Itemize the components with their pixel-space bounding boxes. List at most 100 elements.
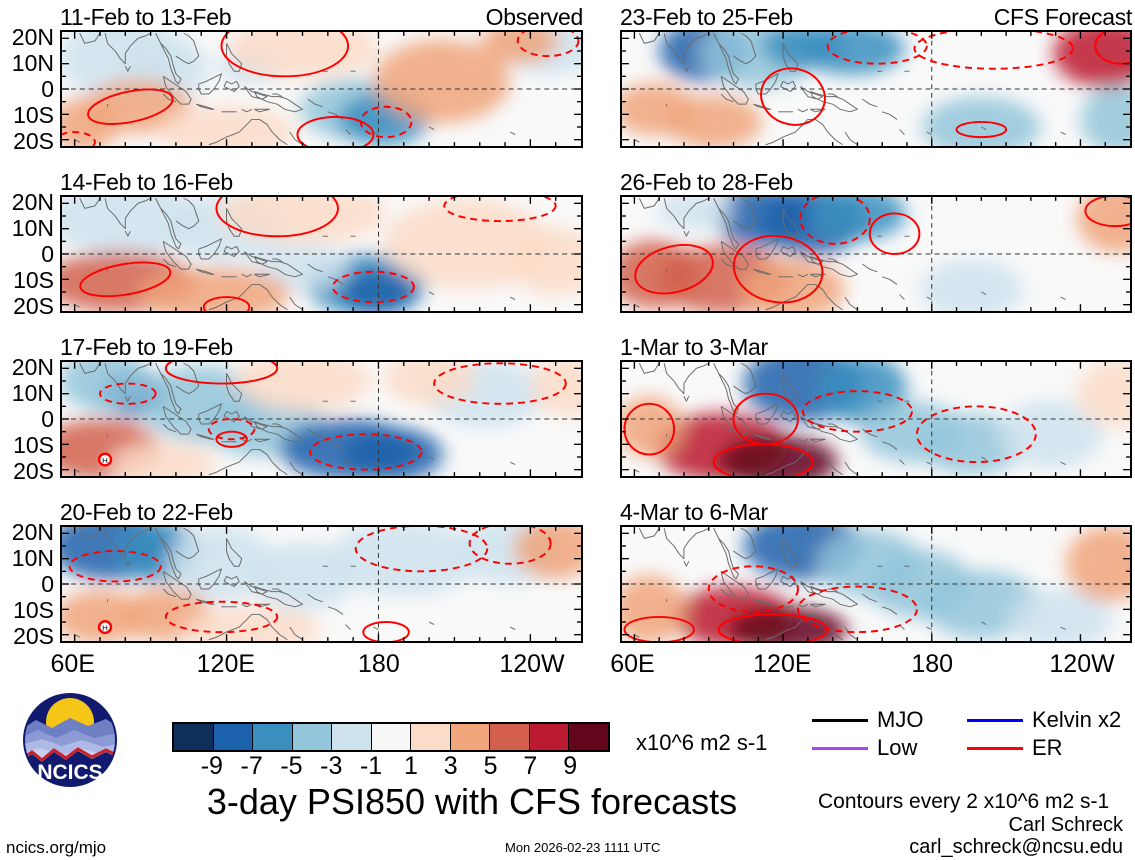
coastline [223,80,240,92]
coastline [243,86,268,100]
coastline [175,32,200,65]
coastline [307,98,323,108]
coastline [782,208,799,237]
legend-label: Kelvin x2 [1032,707,1122,732]
coastline [733,197,757,230]
er-contour-positive [164,362,279,385]
anomaly-blob [256,243,349,290]
map-area: H [60,525,583,643]
y-axis-label: 0 [41,241,54,267]
anomaly-blob [530,362,581,417]
anomaly-blob [919,259,1024,311]
anomaly-blob [327,527,480,597]
coastline [195,433,215,440]
legend-label: Low [877,735,918,760]
coastline [720,570,749,600]
coastline [720,258,734,268]
coastline [926,626,932,631]
coastline [195,103,215,110]
colorbar-tick-label: -3 [320,752,343,780]
er-contour-negative [359,105,413,139]
coastline [175,197,200,230]
coastline [104,527,151,560]
er-contour-positive [623,615,695,641]
er-contour-negative [468,527,552,565]
coastline [720,423,734,433]
map-area [60,30,583,148]
coastline [74,139,80,143]
er-contour-positive [955,120,1008,139]
coastline [175,527,200,560]
coastline [981,291,987,296]
coastline [345,624,351,630]
coastline [638,32,660,44]
er-contour-positive [732,234,824,304]
coastline [223,245,240,257]
anomaly-blob [168,527,275,602]
coastline [241,108,253,113]
map-area [620,30,1132,148]
colorbar-tick-label: -7 [240,752,263,780]
coastline [289,296,303,311]
coastline [663,362,709,395]
coastline [755,73,779,95]
anomaly-blob [740,259,846,311]
anomaly-blob [62,97,119,146]
coastline [713,33,739,85]
legend-line-swatch [812,746,868,750]
anomaly-blob [656,197,732,230]
coastline [683,65,690,72]
y-axis-label: 10S [13,267,54,294]
colorbar-tick-label: -9 [200,752,223,780]
er-contour-negative [207,418,256,441]
coastline [198,568,222,590]
map-area [620,525,1132,643]
coastline [810,108,826,113]
panel-title: 20-Feb to 22-Feb [60,499,233,525]
map-area [60,195,583,313]
er-contour-positive [1094,32,1130,65]
x-axis-label: 120W [1049,650,1115,678]
er-contour-positive [220,32,350,78]
coastline [162,423,177,433]
legend-line-swatch [967,718,1023,722]
coastline [638,527,660,539]
colorbar-swatch [332,724,372,750]
colorbar-swatch [450,724,491,750]
colorbar-tick-label: 5 [483,752,498,780]
coastline [373,296,379,301]
panel-title: 17-Feb to 19-Feb [60,334,233,360]
coastline [638,362,660,374]
coastline [765,118,843,146]
coastline [926,296,932,301]
anomaly-blob [226,32,379,79]
er-contour-positive [634,244,714,295]
coastline [243,416,268,430]
y-axis-label: 0 [41,571,54,597]
coastline [104,32,151,65]
anomaly-blob [110,441,217,476]
coastline [198,73,222,95]
y-axis-label: 10N [11,49,54,76]
svg-text:H: H [102,456,108,465]
er-contour-negative [62,131,96,146]
coastline [809,586,858,608]
coastline [509,296,516,301]
coastline [981,456,987,461]
anomaly-blob [1008,589,1113,641]
coastline [307,593,323,603]
panel-title: 14-Feb to 16-Feb [60,169,233,195]
legend-line-swatch [967,746,1023,750]
author-name: Carl Schreck [1008,814,1123,836]
map-area: H [60,360,583,478]
er-contour-positive [87,88,174,125]
colorbar-swatch [490,724,530,750]
colorbar-swatch [292,724,333,750]
coastline [753,433,772,440]
y-axis-label: 20N [11,353,54,380]
er-contour-positive [215,430,248,448]
coastline [720,588,734,598]
coastline [74,469,80,473]
map-area [620,360,1132,478]
coastline [195,598,215,605]
